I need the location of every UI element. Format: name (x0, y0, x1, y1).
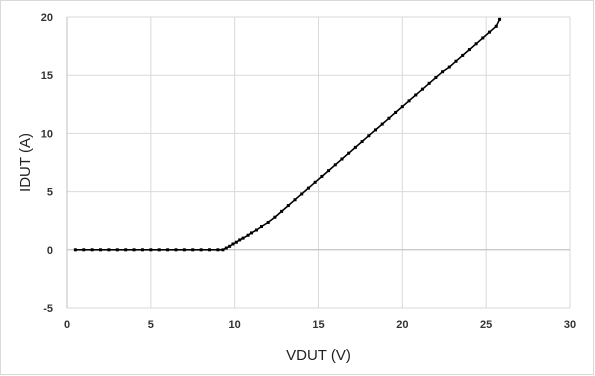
data-point (387, 116, 391, 120)
data-point (246, 233, 250, 237)
x-tick-label: 0 (64, 319, 70, 331)
data-point (467, 48, 471, 52)
data-point (249, 231, 253, 235)
data-point (447, 65, 451, 69)
data-point (441, 70, 445, 74)
data-point (474, 42, 478, 46)
data-point (394, 110, 398, 114)
data-point (360, 140, 364, 144)
data-point (254, 228, 258, 232)
data-point (259, 225, 263, 229)
data-point (174, 248, 178, 252)
data-point (340, 157, 344, 161)
data-point (380, 122, 384, 126)
data-point (427, 81, 431, 85)
data-point (407, 99, 411, 103)
data-trace (75, 18, 501, 251)
y-tick-label: 15 (41, 70, 53, 82)
data-point (234, 240, 238, 244)
data-point (99, 248, 103, 252)
tick-labels: 0 5 10 15 20 25 30 -5 0 5 10 15 20 (41, 12, 576, 331)
data-point (140, 248, 144, 252)
y-tick-label: 20 (41, 12, 53, 24)
y-axis-title: IDUT (A) (17, 133, 34, 192)
data-point (73, 248, 77, 252)
y-tick-label: 0 (47, 245, 53, 257)
data-point (286, 204, 290, 208)
data-point (434, 76, 438, 80)
data-point (481, 36, 485, 40)
data-point (454, 59, 458, 63)
y-tick-label: 5 (47, 187, 53, 199)
x-tick-label: 25 (480, 319, 492, 331)
x-tick-label: 30 (564, 319, 576, 331)
data-point (367, 134, 371, 138)
data-point (191, 248, 195, 252)
data-point (347, 151, 351, 155)
data-point (157, 248, 161, 252)
data-point (182, 248, 186, 252)
data-point (273, 215, 277, 219)
data-point (300, 192, 304, 196)
data-point (221, 248, 225, 252)
data-point (306, 186, 310, 190)
data-point (400, 105, 404, 109)
data-point (461, 53, 465, 57)
data-point (224, 246, 228, 250)
data-point (228, 244, 232, 248)
x-tick-label: 20 (396, 319, 408, 331)
data-point (166, 248, 170, 252)
data-point (353, 145, 357, 149)
x-tick-label: 15 (312, 319, 324, 331)
data-point (208, 248, 212, 252)
data-point (414, 93, 418, 97)
data-point (107, 248, 111, 252)
x-axis-title: VDUT (V) (286, 347, 351, 364)
grid-lines (66, 16, 571, 309)
data-point (238, 238, 242, 242)
data-point (333, 163, 337, 167)
data-points (73, 17, 502, 252)
data-point (313, 180, 317, 184)
x-tick-label: 5 (148, 319, 154, 331)
data-point (420, 87, 424, 91)
data-point (280, 209, 284, 213)
data-point (488, 30, 492, 34)
x-tick-label: 10 (229, 319, 241, 331)
data-point (374, 128, 378, 132)
data-point (149, 248, 153, 252)
data-point (90, 248, 94, 252)
data-point (266, 220, 270, 224)
data-point (82, 248, 86, 252)
data-point (241, 236, 245, 240)
y-tick-label: -5 (43, 303, 53, 315)
data-point (494, 24, 498, 28)
data-point (132, 248, 136, 252)
data-point (293, 198, 297, 202)
data-point (124, 248, 128, 252)
data-point (327, 169, 331, 173)
data-point (216, 248, 220, 252)
y-tick-label: 10 (41, 128, 53, 140)
data-point (320, 174, 324, 178)
data-point (199, 248, 203, 252)
data-point (498, 17, 502, 21)
data-point (115, 248, 119, 252)
data-point (231, 242, 235, 246)
